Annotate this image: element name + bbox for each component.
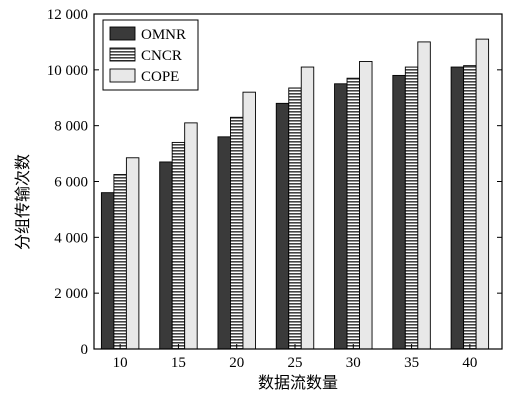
bar-omnr-30 bbox=[334, 83, 348, 350]
bar-cncr-15 bbox=[171, 141, 186, 350]
y-tick-label: 0 bbox=[81, 342, 89, 358]
bar-cope-25 bbox=[300, 66, 315, 350]
x-tick-label: 40 bbox=[462, 355, 477, 371]
bar-omnr-20 bbox=[217, 136, 231, 350]
bar-cope-20 bbox=[242, 91, 256, 350]
bar-cncr-25 bbox=[288, 87, 302, 350]
y-tick-label: 10 000 bbox=[47, 63, 88, 79]
x-tick-label: 10 bbox=[113, 355, 128, 371]
bar-cncr-10 bbox=[113, 174, 127, 350]
bar-omnr-10 bbox=[100, 192, 115, 350]
bar-cope-35 bbox=[417, 41, 431, 350]
legend-swatch-omnr bbox=[109, 26, 136, 41]
legend-label-cope: COPE bbox=[141, 69, 179, 85]
bar-cncr-35 bbox=[404, 66, 419, 350]
bar-cope-15 bbox=[184, 122, 198, 350]
bar-cope-10 bbox=[125, 157, 140, 350]
x-axis-tick-labels: 10 15 20 25 30 35 40 bbox=[113, 344, 477, 371]
legend-label-omnr: OMNR bbox=[141, 27, 186, 43]
bar-cncr-30 bbox=[346, 77, 360, 350]
bar-cope-40 bbox=[475, 38, 490, 350]
bar-cope-30 bbox=[359, 61, 373, 350]
bar-omnr-25 bbox=[275, 102, 290, 350]
bar-cncr-20 bbox=[230, 116, 244, 350]
y-axis-ticks: 0 2 000 4 000 6 000 8 000 10 000 12 000 bbox=[47, 7, 502, 358]
legend-swatch-cope bbox=[109, 68, 136, 83]
y-tick-label: 6 000 bbox=[54, 175, 88, 191]
y-tick-label: 12 000 bbox=[47, 7, 88, 23]
bar-cncr-40 bbox=[463, 65, 477, 350]
bars bbox=[100, 38, 490, 350]
y-tick-label: 8 000 bbox=[54, 119, 88, 135]
x-tick-label: 35 bbox=[404, 355, 419, 371]
x-tick-label: 20 bbox=[229, 355, 244, 371]
y-tick-label: 4 000 bbox=[54, 230, 88, 246]
y-tick-label: 2 000 bbox=[54, 286, 88, 302]
bar-omnr-15 bbox=[159, 161, 173, 350]
x-tick-label: 25 bbox=[288, 355, 303, 371]
legend-label-cncr: CNCR bbox=[141, 48, 182, 64]
legend-swatch-cncr bbox=[109, 47, 136, 62]
x-axis-title: 数据流数量 bbox=[258, 374, 338, 392]
y-axis-title: 分组传输次数 bbox=[14, 154, 32, 250]
legend: OMNR CNCR COPE bbox=[102, 19, 199, 91]
x-tick-label: 15 bbox=[171, 355, 186, 371]
x-tick-label: 30 bbox=[346, 355, 361, 371]
plot-frame bbox=[93, 13, 503, 350]
bar-omnr-40 bbox=[450, 66, 465, 350]
bar-omnr-35 bbox=[392, 74, 406, 350]
